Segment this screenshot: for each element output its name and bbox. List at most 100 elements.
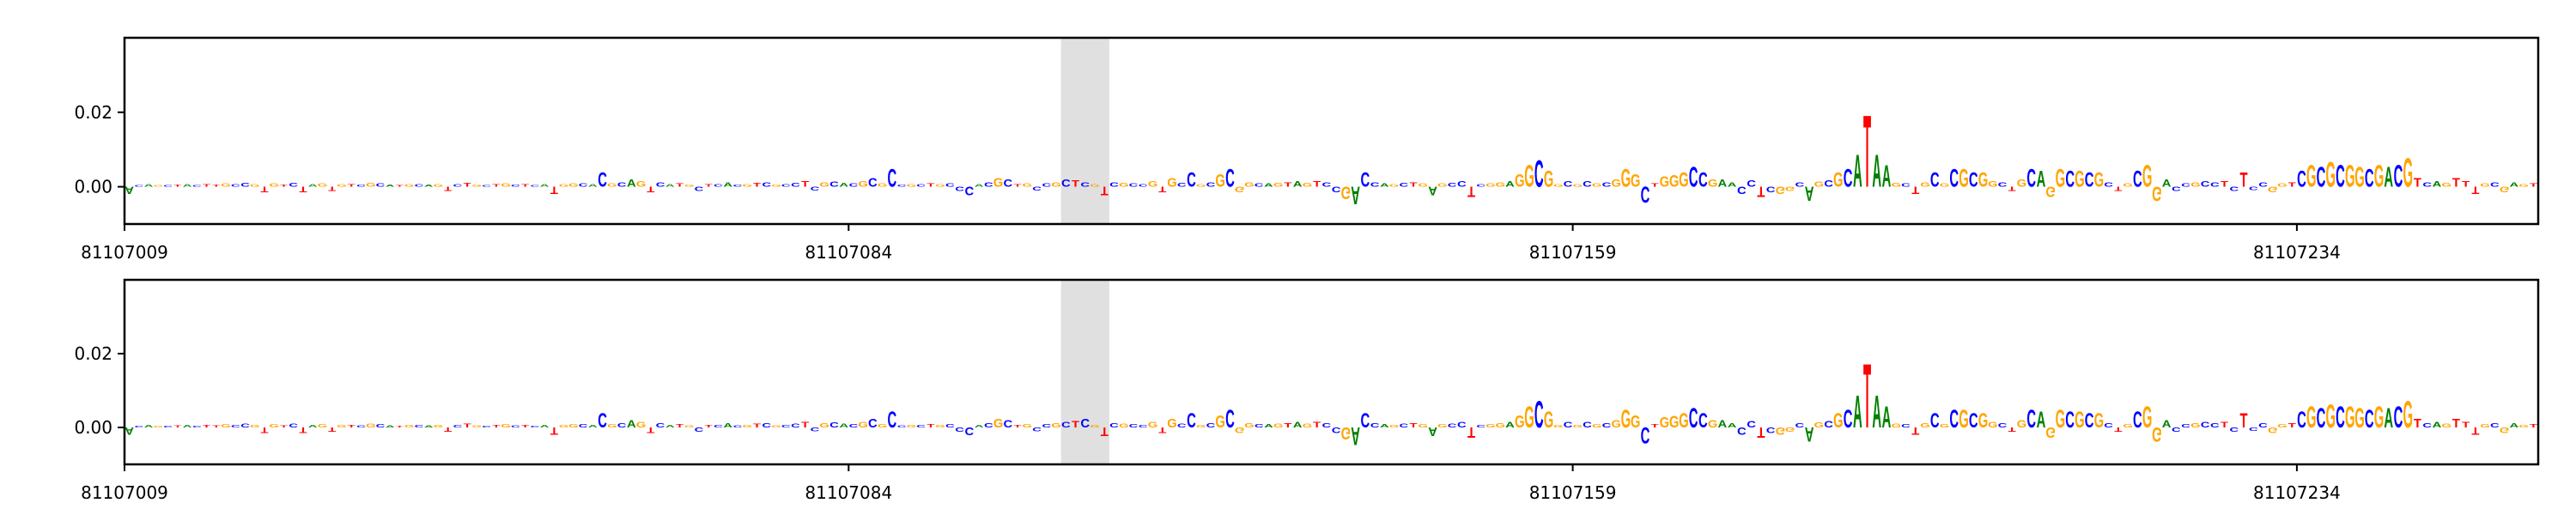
logo-letter: G [1437, 183, 1448, 188]
logo-letter: T [299, 426, 307, 434]
logo-letter: C [289, 423, 298, 428]
logo-letter: T [328, 185, 336, 192]
logo-letter: A [1351, 180, 1360, 209]
logo-letter: G [1196, 424, 1206, 428]
logo-letter: C [945, 183, 955, 188]
logo-letter: T [676, 183, 683, 188]
logo-letter: C [482, 185, 491, 187]
x-tick-label: 81107009 [81, 482, 168, 503]
logo-letter: G [1524, 159, 1534, 194]
logo-letter: G [742, 424, 752, 428]
logo-letter: C [1534, 154, 1544, 197]
logo-letter: C [1689, 162, 1698, 193]
logo-letter: C [656, 422, 665, 429]
logo-letter: C [511, 185, 520, 188]
logo-letter: C [2249, 427, 2258, 432]
logo-letter: G [568, 183, 579, 188]
logo-letter: C [1080, 181, 1090, 188]
logo-letter: G [1544, 406, 1554, 433]
logo-letter: C [733, 185, 743, 188]
logo-letter: C [1844, 165, 1853, 193]
logo-letter: G [1892, 423, 1902, 428]
logo-letter: C [2229, 426, 2239, 433]
logo-letter: A [183, 184, 192, 188]
logo-letter: A [1380, 183, 1389, 188]
logo-letter: C [849, 424, 859, 429]
logo-letter: C [2490, 422, 2500, 429]
logo-letter: C [531, 426, 540, 428]
logo-letter: G [1167, 417, 1177, 431]
logo-letter: A [723, 181, 732, 188]
logo-letter: A [386, 185, 395, 188]
logo-letter: G [2403, 394, 2413, 437]
logo-letter: A [1872, 388, 1881, 439]
logo-letter: G [1631, 412, 1641, 432]
logo-letter: T [927, 424, 934, 429]
logo-letter: G [858, 180, 868, 189]
logo-letter: C [1032, 426, 1042, 431]
logo-letter: C [1448, 423, 1457, 428]
logo-letter: C [695, 185, 704, 192]
logo-letter: G [2518, 184, 2529, 188]
logo-letter: C [231, 184, 240, 188]
x-tick-label: 81107234 [2253, 482, 2341, 503]
logo-letter: G [366, 423, 376, 428]
logo-letter: C [695, 426, 704, 433]
logo-letter: C [1255, 424, 1264, 429]
logo-letter: T [2288, 422, 2296, 429]
logo-letter: T [801, 421, 810, 429]
logo-letter: G [1051, 180, 1061, 188]
logo-letter: T [1072, 179, 1079, 189]
logo-letter: T [1467, 424, 1475, 441]
logo-letter: C [1949, 165, 1959, 193]
logo-letter: C [984, 180, 993, 188]
logo-letter: T [348, 425, 356, 429]
logo-letter: C [1457, 180, 1467, 189]
logo-letter: C [791, 182, 800, 188]
logo-letter: T [2452, 177, 2460, 191]
logo-letter: C [2172, 185, 2181, 192]
logo-letter: G [1940, 424, 1950, 429]
logo-letter: T [1651, 183, 1659, 188]
logo-letter: G [1978, 169, 1989, 191]
logo-letter: A [2384, 162, 2393, 193]
logo-letter: C [1824, 419, 1833, 429]
logo-letter: T [1863, 346, 1871, 448]
logo-letter: A [2433, 180, 2442, 189]
logo-letter: C [1187, 169, 1196, 191]
logo-letter: T [2240, 169, 2248, 191]
logo-letter: C [1225, 165, 1235, 193]
logo-letter: C [356, 425, 366, 428]
logo-letter: C [1747, 419, 1756, 429]
logo-letter: T [2530, 424, 2537, 429]
logo-letter: G [1814, 421, 1825, 429]
logo-letter: T [1284, 422, 1291, 429]
logo-letter: A [125, 185, 134, 196]
logo-letter: G [2142, 399, 2153, 433]
logo-letter: G [1515, 171, 1525, 191]
logo-letter: A [1293, 180, 1303, 189]
logo-letter: G [2123, 183, 2133, 188]
logo-letter: C [2336, 399, 2345, 433]
logo-letter: A [2162, 418, 2172, 429]
logo-letter: G [2268, 185, 2278, 193]
logo-letter: G [1196, 184, 1206, 188]
logo-letter: T [444, 426, 452, 433]
logo-letter: C [955, 426, 964, 433]
logo-letter: C [945, 424, 955, 429]
logo-letter: G [1669, 172, 1680, 191]
logo-letter: C [1998, 181, 2008, 188]
logo-letter: C [964, 425, 974, 438]
logo-letter: C [1206, 181, 1216, 188]
logo-letter: G [1553, 184, 1564, 188]
logo-letter: A [723, 422, 732, 429]
logo-letter: C [781, 424, 791, 428]
logo-letter: C [1969, 169, 1978, 191]
logo-letter: C [598, 410, 607, 433]
logo-letter: C [192, 185, 202, 187]
logo-letter: A [308, 424, 318, 428]
logo-letter: G [684, 185, 695, 188]
logo-letter: C [2317, 403, 2326, 434]
logo-letter: G [559, 184, 569, 188]
